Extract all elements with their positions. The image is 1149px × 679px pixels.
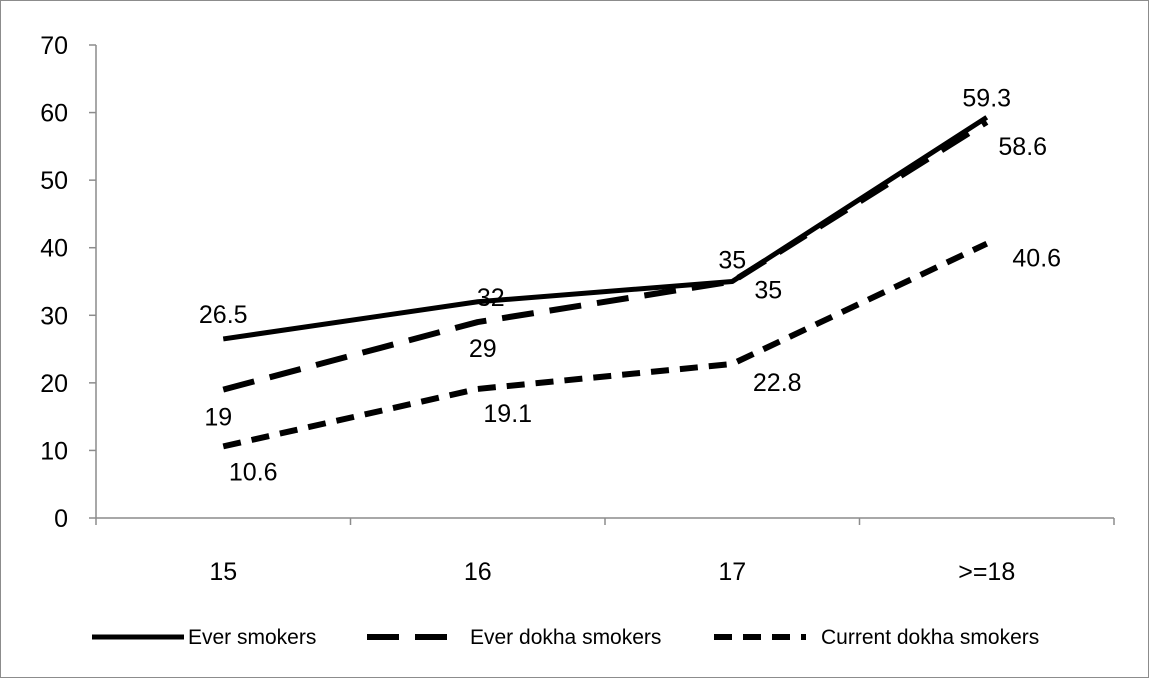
series-line-2 bbox=[222, 119, 989, 393]
data-label: 35 bbox=[718, 247, 746, 275]
data-label: 26.5 bbox=[199, 301, 248, 329]
y-tick-label: 50 bbox=[40, 167, 68, 195]
data-labels: 26.5 32 35 59.3 19 29 35 58.6 10.6 19.1 22.8 40.6 bbox=[199, 84, 1061, 486]
axes bbox=[89, 44, 1115, 525]
y-tick-label: 0 bbox=[54, 505, 68, 533]
data-label: 35 bbox=[754, 277, 782, 305]
x-tick-labels: 15 16 17 >=18 bbox=[209, 558, 1015, 586]
data-label: 29 bbox=[469, 335, 497, 363]
y-tick-label: 20 bbox=[40, 370, 68, 398]
data-label: 19 bbox=[204, 404, 232, 432]
data-label: 58.6 bbox=[998, 133, 1047, 161]
x-tick-label: >=18 bbox=[958, 558, 1015, 586]
x-tick-label: 17 bbox=[718, 558, 746, 586]
data-label: 32 bbox=[477, 284, 505, 312]
series-line-3 bbox=[222, 240, 989, 450]
x-tick-label: 15 bbox=[209, 558, 237, 586]
y-tick-label: 10 bbox=[40, 437, 68, 465]
data-label: 22.8 bbox=[753, 369, 802, 397]
legend-label-2: Ever dokha smokers bbox=[470, 626, 661, 649]
data-label: 40.6 bbox=[1012, 245, 1061, 273]
y-tick-label: 60 bbox=[40, 100, 68, 128]
y-tick-label: 30 bbox=[40, 302, 68, 330]
series-line-1 bbox=[222, 115, 989, 342]
y-tick-label: 70 bbox=[40, 32, 68, 60]
x-tick-label: 16 bbox=[464, 558, 492, 586]
data-label: 59.3 bbox=[962, 84, 1011, 112]
y-tick-label: 40 bbox=[40, 235, 68, 263]
legend: Ever smokers Ever dokha smokers Current do… bbox=[92, 626, 1039, 649]
y-tick-labels: 0 10 20 30 40 50 60 70 bbox=[40, 32, 68, 533]
data-label: 10.6 bbox=[229, 458, 278, 486]
legend-label-1: Ever smokers bbox=[188, 626, 316, 649]
data-label: 19.1 bbox=[483, 400, 532, 428]
legend-label-3: Current dokha smokers bbox=[821, 626, 1039, 649]
series-lines bbox=[222, 115, 989, 450]
